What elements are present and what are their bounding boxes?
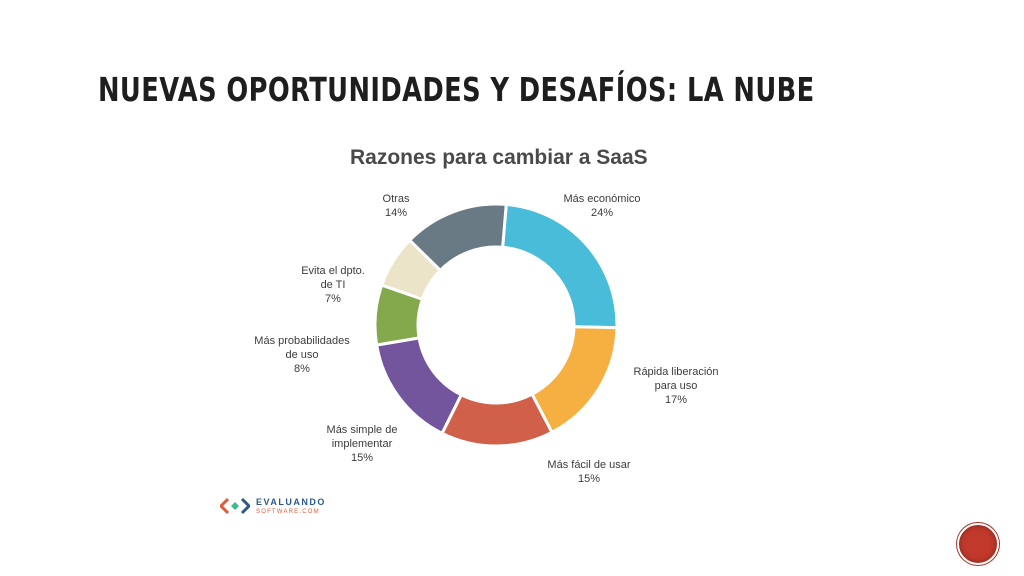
- logo-mark-icon: [218, 497, 252, 515]
- logo-subtitle: SOFTWARE.COM: [256, 508, 320, 515]
- slide-title: Nuevas oportunidades y desafíos: la nube: [98, 70, 815, 109]
- slide-number-button[interactable]: [957, 523, 999, 565]
- chart-title: Razones para cambiar a SaaS: [350, 146, 648, 169]
- logo-name: EVALUANDO: [256, 496, 326, 507]
- chart-figure: [190, 135, 670, 525]
- evaluando-logo: EVALUANDO SOFTWARE.COM: [218, 496, 326, 515]
